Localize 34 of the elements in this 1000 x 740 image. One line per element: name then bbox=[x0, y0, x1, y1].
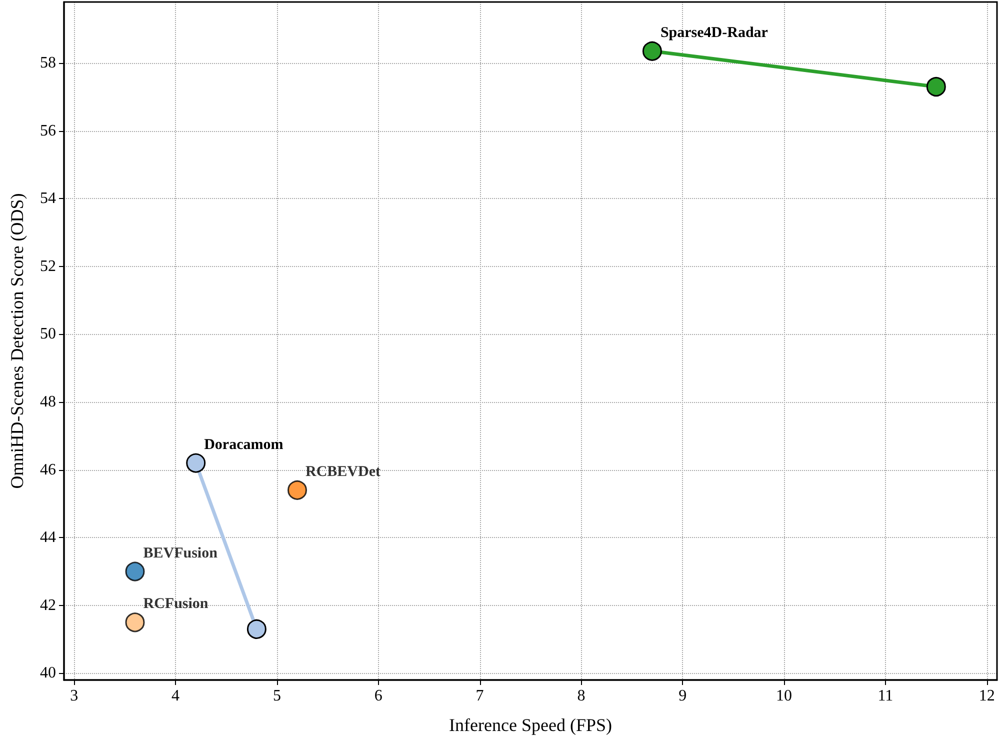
x-axis-title: Inference Speed (FPS) bbox=[449, 715, 612, 735]
series-label: Doracamom bbox=[204, 436, 284, 453]
x-tick-label: 4 bbox=[172, 688, 180, 704]
y-tick-label: 42 bbox=[40, 596, 56, 614]
x-tick-label: 6 bbox=[374, 688, 382, 704]
x-tick-label: 8 bbox=[577, 688, 586, 704]
x-tick-label: 7 bbox=[476, 688, 484, 704]
y-tick-label: 50 bbox=[40, 326, 56, 343]
x-tick-label: 12 bbox=[978, 688, 995, 704]
y-axis-title: OmniHD-Scenes Detection Score (ODS) bbox=[7, 193, 27, 489]
x-tick-label: 11 bbox=[878, 688, 894, 704]
point bbox=[288, 480, 307, 500]
series-label: BEVFusion bbox=[143, 545, 218, 562]
x-tick-label: 10 bbox=[776, 688, 792, 704]
x-tick-label: 3 bbox=[70, 688, 78, 704]
point bbox=[186, 453, 206, 473]
y-tick-label: 58 bbox=[40, 54, 56, 72]
point bbox=[642, 41, 662, 61]
point bbox=[125, 612, 145, 632]
x-tick-label: 5 bbox=[272, 688, 281, 704]
series-label: Sparse4D-Radar bbox=[660, 24, 768, 41]
series-label: RCBEVDet bbox=[306, 464, 380, 480]
y-tick-label: 52 bbox=[40, 258, 56, 275]
y-tick-label: 56 bbox=[40, 122, 56, 140]
point bbox=[246, 619, 266, 639]
y-tick-label: 48 bbox=[40, 394, 56, 411]
point bbox=[125, 562, 145, 582]
y-tick-label: 40 bbox=[40, 664, 56, 682]
y-tick-label: 44 bbox=[40, 529, 56, 546]
y-tick-label: 54 bbox=[40, 190, 56, 208]
series-label: RCFusion bbox=[143, 596, 209, 612]
x-tick-label: 9 bbox=[678, 688, 687, 704]
point bbox=[926, 77, 946, 96]
y-tick-label: 46 bbox=[40, 461, 56, 478]
